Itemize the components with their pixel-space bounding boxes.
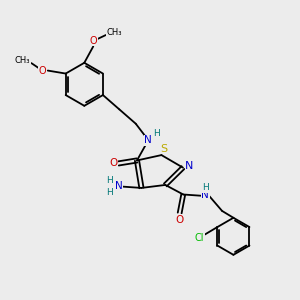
Text: S: S: [160, 143, 167, 154]
Text: H: H: [106, 188, 113, 197]
Text: CH₃: CH₃: [106, 28, 122, 37]
Text: N: N: [185, 161, 194, 171]
Text: N: N: [144, 135, 152, 145]
Text: H: H: [153, 129, 160, 138]
Text: Cl: Cl: [195, 233, 204, 243]
Text: N: N: [115, 181, 122, 191]
Text: N: N: [202, 190, 209, 200]
Text: O: O: [109, 158, 117, 168]
Text: H: H: [106, 176, 113, 185]
Text: O: O: [39, 66, 46, 76]
Text: O: O: [89, 36, 97, 46]
Text: H: H: [202, 183, 209, 192]
Text: O: O: [176, 214, 184, 225]
Text: CH₃: CH₃: [15, 56, 30, 64]
